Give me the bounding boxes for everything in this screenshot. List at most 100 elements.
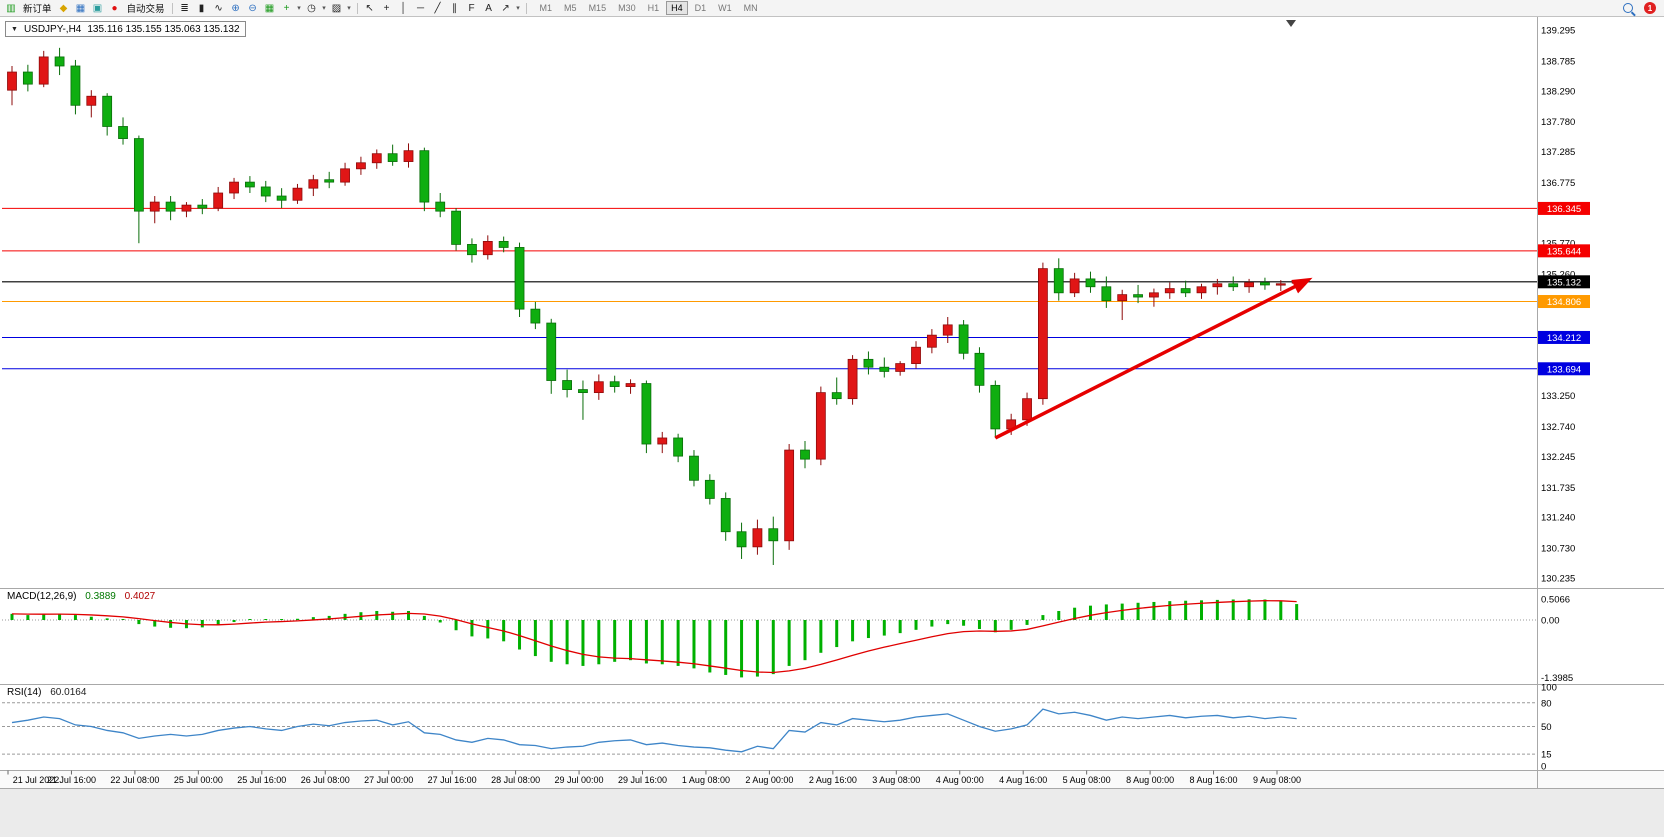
svg-text:132.740: 132.740 xyxy=(1541,422,1575,433)
price-badge xyxy=(1538,244,1590,258)
svg-text:133.694: 133.694 xyxy=(1547,364,1581,375)
svg-text:-1.3985: -1.3985 xyxy=(1541,673,1573,684)
timeframe-button-w1[interactable]: W1 xyxy=(718,3,732,13)
symbol-dropdown-icon[interactable]: ▼ xyxy=(11,25,18,33)
macd-signal-value: 0.4027 xyxy=(124,591,156,602)
vertical-line-tool-icon[interactable]: │ xyxy=(400,2,407,14)
fibonacci-tool-icon[interactable]: F xyxy=(468,2,475,14)
timeframe-button-h1[interactable]: H1 xyxy=(647,3,660,13)
svg-text:29 Jul 16:00: 29 Jul 16:00 xyxy=(618,775,667,785)
metaquotes-icon[interactable]: ◆ xyxy=(59,2,68,14)
channel-tool-icon[interactable]: ∥ xyxy=(452,2,458,14)
toolbar-separator xyxy=(525,2,527,14)
trendline-tool-icon[interactable]: ╱ xyxy=(434,2,441,14)
macd-pane: 0.5066 0.00 -1.3985 xyxy=(2,595,1573,684)
svg-text:131.240: 131.240 xyxy=(1541,513,1575,524)
candlestick-mode-icon[interactable]: ▮ xyxy=(198,2,205,14)
tile-windows-icon[interactable]: ▦ xyxy=(264,2,275,14)
line-chart-mode-icon[interactable]: ∿ xyxy=(214,2,223,14)
zoom-in-icon[interactable]: ⊕ xyxy=(231,2,240,14)
auto-trading-button[interactable]: 自动交易 xyxy=(126,4,165,15)
profile-icon[interactable]: ▣ xyxy=(92,2,103,14)
templates-caret-icon[interactable]: ▾ xyxy=(347,5,351,12)
svg-text:130.730: 130.730 xyxy=(1541,544,1575,555)
symbol-ohlc: 135.116 135.155 135.063 135.132 xyxy=(87,23,240,35)
svg-text:135.260: 135.260 xyxy=(1541,270,1575,281)
new-order-button[interactable]: 新订单 xyxy=(23,4,52,15)
timeframe-button-m15[interactable]: M15 xyxy=(588,3,607,13)
timeframe-button-h4[interactable]: H4 xyxy=(666,1,688,15)
rsi-name: RSI(14) xyxy=(7,687,42,698)
price-badge xyxy=(1538,201,1590,215)
timeframe-button-m30[interactable]: M30 xyxy=(618,3,636,13)
price-badge xyxy=(1538,275,1590,289)
svg-text:137.780: 137.780 xyxy=(1541,117,1575,128)
svg-text:26 Jul 08:00: 26 Jul 08:00 xyxy=(301,775,350,785)
svg-text:131.735: 131.735 xyxy=(1541,483,1575,494)
crosshair-tool-icon[interactable]: + xyxy=(383,2,390,14)
rsi-label: RSI(14) 60.0164 xyxy=(7,687,86,698)
svg-text:1 Aug 08:00: 1 Aug 08:00 xyxy=(682,775,730,785)
price-level-lines xyxy=(2,207,1537,370)
svg-text:135.770: 135.770 xyxy=(1541,239,1575,250)
search-icon[interactable] xyxy=(1623,3,1633,13)
timeframe-button-mn[interactable]: MN xyxy=(743,3,758,13)
symbol-title: USDJPY-,H4 xyxy=(23,23,82,35)
notification-badge[interactable]: 1 xyxy=(1644,2,1656,14)
toolbar-separator xyxy=(356,2,358,14)
bar-chart-mode-icon[interactable]: ≣ xyxy=(180,2,189,14)
svg-text:133.250: 133.250 xyxy=(1541,391,1575,402)
chart-shift-marker xyxy=(1286,20,1296,27)
horizontal-line-tool-icon[interactable]: ─ xyxy=(416,2,425,14)
symbol-info-box[interactable]: ▼ USDJPY-,H4 135.116 135.155 135.063 135… xyxy=(5,21,246,37)
macd-value: 0.3889 xyxy=(85,591,116,602)
svg-text:4 Aug 00:00: 4 Aug 00:00 xyxy=(936,775,984,785)
candles xyxy=(7,47,1302,565)
svg-text:136.345: 136.345 xyxy=(1547,204,1581,215)
svg-text:100: 100 xyxy=(1541,683,1557,694)
periods-icon[interactable]: ◷ xyxy=(307,2,316,14)
timeframe-button-m1[interactable]: M1 xyxy=(539,3,553,13)
timeframe-button-m5[interactable]: M5 xyxy=(564,3,577,13)
svg-text:0: 0 xyxy=(1541,762,1546,773)
svg-text:138.290: 138.290 xyxy=(1541,86,1575,97)
svg-text:0.00: 0.00 xyxy=(1541,616,1560,627)
svg-text:130.235: 130.235 xyxy=(1541,574,1575,585)
svg-text:135.644: 135.644 xyxy=(1547,246,1581,257)
svg-text:135.132: 135.132 xyxy=(1547,277,1581,288)
svg-text:27 Jul 00:00: 27 Jul 00:00 xyxy=(364,775,413,785)
price-axis[interactable]: 139.295 138.785 138.290 137.780 137.285 136.7… xyxy=(1538,26,1590,585)
svg-text:15: 15 xyxy=(1541,750,1552,761)
cursor-tool-icon[interactable]: ↖ xyxy=(365,2,374,14)
timeframe-button-d1[interactable]: D1 xyxy=(694,3,707,13)
time-axis-strip[interactable] xyxy=(0,770,1664,788)
arrows-caret-icon[interactable]: ▾ xyxy=(516,5,520,12)
macd-label: MACD(12,26,9) 0.3889 0.4027 xyxy=(7,591,155,602)
chart-window-icon[interactable]: ▦ xyxy=(75,2,86,14)
zoom-out-icon[interactable]: ⊖ xyxy=(248,2,257,14)
rsi-pane: 100 80 50 150 xyxy=(2,683,1557,773)
svg-text:25 Jul 00:00: 25 Jul 00:00 xyxy=(174,775,223,785)
price-badge xyxy=(1538,362,1590,376)
templates-icon[interactable]: ▨ xyxy=(331,2,342,14)
svg-text:3 Aug 08:00: 3 Aug 08:00 xyxy=(872,775,920,785)
svg-text:80: 80 xyxy=(1541,698,1552,709)
svg-text:25 Jul 16:00: 25 Jul 16:00 xyxy=(237,775,286,785)
svg-text:137.285: 137.285 xyxy=(1541,147,1575,158)
arrows-tool-icon[interactable]: ↗ xyxy=(501,2,510,14)
svg-text:8 Aug 16:00: 8 Aug 16:00 xyxy=(1190,775,1238,785)
svg-text:27 Jul 16:00: 27 Jul 16:00 xyxy=(428,775,477,785)
svg-text:21 Jul 2022: 21 Jul 2022 xyxy=(13,775,60,785)
auto-trading-icon[interactable]: ● xyxy=(111,2,118,14)
indicators-icon[interactable]: + xyxy=(283,2,290,14)
periods-caret-icon[interactable]: ▾ xyxy=(322,5,326,12)
svg-text:9 Aug 08:00: 9 Aug 08:00 xyxy=(1253,775,1301,785)
new-order-icon[interactable]: ▥ xyxy=(6,2,16,14)
indicators-caret-icon[interactable]: ▾ xyxy=(297,5,301,12)
svg-text:50: 50 xyxy=(1541,722,1552,733)
svg-text:134.806: 134.806 xyxy=(1547,297,1581,308)
text-tool-icon[interactable]: A xyxy=(485,2,492,14)
svg-text:5 Aug 08:00: 5 Aug 08:00 xyxy=(1063,775,1111,785)
